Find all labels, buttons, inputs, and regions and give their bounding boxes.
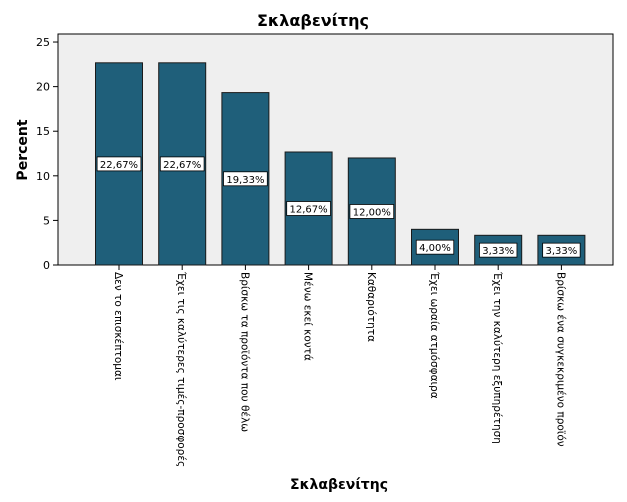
data-label-1: 22,67%	[163, 160, 201, 171]
data-label-box-5	[415, 239, 455, 255]
y-tick-label-0: 0	[43, 259, 50, 272]
data-label-3: 12,67%	[290, 204, 328, 215]
data-label-5: 4,00%	[419, 243, 451, 254]
data-label-2: 19,33%	[226, 175, 264, 186]
data-label-box-1	[159, 156, 205, 172]
data-label-4: 12,00%	[353, 207, 391, 218]
x-category-label-6: Έχει την καλύτερη εξυπηρέτηση	[491, 271, 503, 444]
data-label-box-7	[542, 242, 581, 258]
data-label-7: 3,33%	[546, 246, 578, 257]
x-axis: Δεν το επισκέπτομαι Έχει τις καλύτερες τι…	[112, 265, 566, 467]
y-axis-title: Percent	[15, 119, 31, 180]
x-category-label-5: Έχει ωραία ατμόσφαιρα	[428, 271, 440, 399]
x-category-label-3: Μένω εκεί κοντά	[302, 272, 314, 361]
y-tick-label-1: 5	[43, 214, 50, 227]
x-category-label-7: Βρίσκω ένα συγκεκριμένο προϊόν	[554, 272, 566, 447]
data-label-6: 3,33%	[482, 246, 514, 257]
y-axis: 0 5 10 15 20 25	[36, 36, 58, 272]
data-label-0: 22,67%	[100, 160, 138, 171]
bars: 22,67% 22,67% 19,33% 12,67% 12,00% 4,00% 3,33%…	[95, 62, 586, 266]
y-tick-label-3: 15	[36, 125, 50, 138]
data-label-box-0	[96, 156, 142, 172]
x-category-label-1: Έχει τις καλύτερες τιμές-προσφορές	[175, 271, 187, 467]
x-category-label-2: Βρίσκω τα προϊόντα που θέλω	[238, 272, 250, 432]
x-axis-title: Σκλαβενίτης	[290, 477, 388, 493]
data-label-box-3	[286, 201, 331, 216]
y-tick-label-5: 25	[36, 36, 50, 49]
data-label-box-2	[223, 171, 268, 187]
data-label-box-6	[479, 242, 518, 258]
chart-title: Σκλαβενίτης	[257, 11, 369, 30]
y-tick-label-4: 20	[36, 81, 50, 94]
plot-area	[57, 33, 614, 266]
x-category-label-0: Δεν το επισκέπτομαι	[112, 272, 124, 381]
data-label-box-4	[349, 204, 395, 219]
x-category-label-4: Καθαριότητα	[365, 272, 377, 342]
y-tick-label-2: 10	[36, 170, 50, 183]
